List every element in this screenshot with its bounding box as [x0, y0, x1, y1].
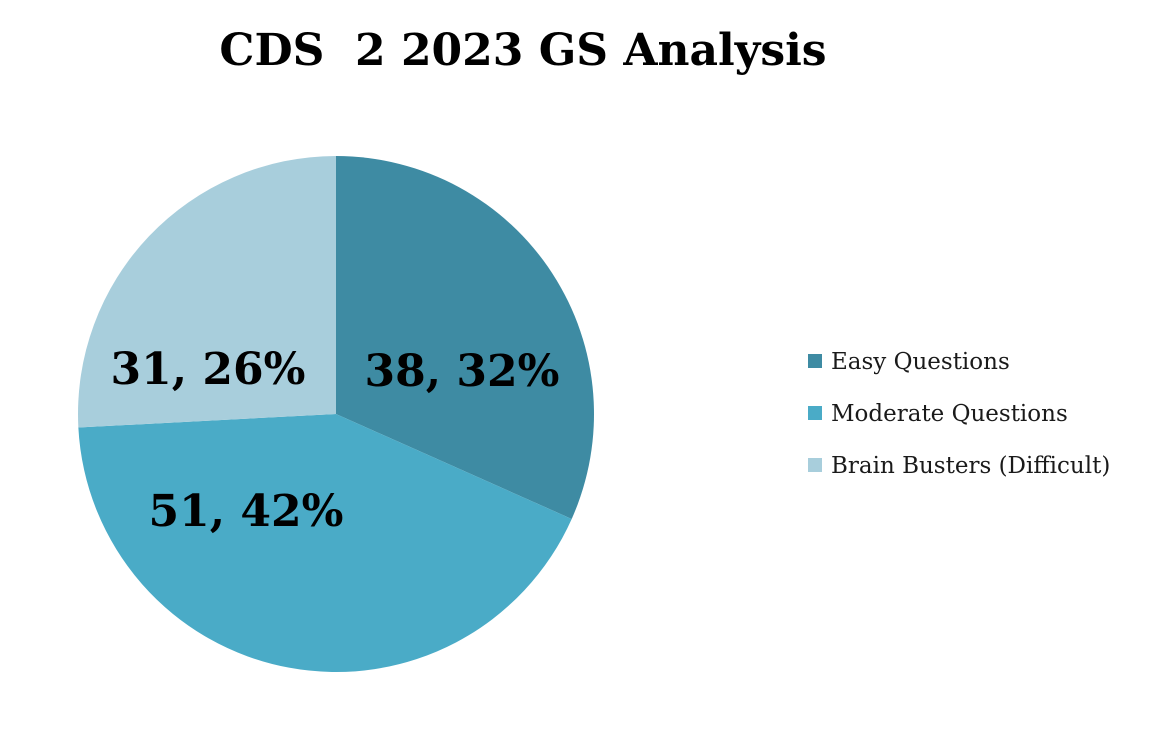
legend-swatch: [808, 354, 822, 368]
legend: Easy Questions Moderate Questions Brain Bu…: [808, 349, 1110, 479]
legend-label: Moderate Questions: [831, 401, 1068, 427]
pie-data-labels: 38, 32% 51, 42% 31, 26%: [111, 344, 560, 537]
legend-label: Easy Questions: [831, 349, 1010, 375]
pie-slice-moderate: [78, 414, 572, 672]
data-label-brain-busters: 31, 26%: [111, 344, 306, 395]
legend-item-easy: Easy Questions: [808, 349, 1010, 375]
data-label-easy: 38, 32%: [365, 346, 560, 397]
legend-swatch: [808, 406, 822, 420]
pie-slice-brain-busters: [77, 156, 336, 428]
pie-slices: [77, 156, 594, 672]
legend-item-brain-busters: Brain Busters (Difficult): [808, 453, 1110, 479]
data-label-moderate: 51, 42%: [149, 486, 344, 537]
chart-title: CDS 2 2023 GS Analysis: [219, 25, 826, 76]
legend-item-moderate: Moderate Questions: [808, 401, 1068, 427]
pie-slice-easy: [336, 156, 594, 519]
legend-label: Brain Busters (Difficult): [831, 453, 1110, 479]
legend-swatch: [808, 458, 822, 472]
